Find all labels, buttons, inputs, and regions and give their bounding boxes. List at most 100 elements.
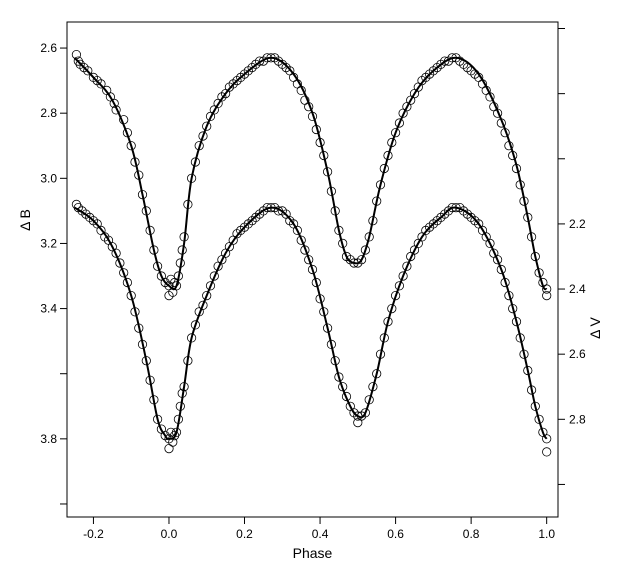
data-point	[266, 203, 276, 213]
data-point	[383, 150, 393, 161]
data-point	[353, 417, 363, 428]
data-point	[153, 414, 163, 424]
x-tick-label: 0.8	[463, 527, 480, 541]
data-point	[519, 196, 529, 206]
fit-curve-right	[74, 206, 548, 441]
y-axis-title-left: Δ B	[17, 209, 33, 231]
data-point	[179, 382, 189, 392]
y-right-tick-label: 2.8	[569, 412, 586, 426]
data-point	[496, 264, 506, 275]
data-point	[319, 307, 329, 317]
data-point	[71, 199, 82, 209]
data-point	[119, 115, 129, 125]
data-point	[530, 401, 540, 411]
data-point	[122, 277, 133, 288]
data-point	[205, 281, 216, 291]
data-point	[217, 92, 227, 102]
data-point	[353, 411, 363, 421]
fit-curve-left	[73, 56, 548, 291]
data-point	[266, 53, 276, 63]
data-point	[368, 216, 378, 226]
series-left-band	[71, 49, 552, 301]
y-right-tick-label: 2.2	[569, 217, 586, 231]
data-point	[255, 56, 265, 66]
data-point	[111, 248, 121, 258]
data-point	[515, 333, 525, 343]
data-point	[372, 196, 382, 206]
data-point	[190, 320, 200, 330]
data-point	[134, 323, 144, 333]
data-point	[390, 290, 401, 301]
data-point	[330, 356, 340, 366]
data-point	[134, 170, 144, 180]
data-point	[179, 232, 189, 242]
data-point	[198, 300, 208, 310]
data-point	[315, 137, 325, 148]
data-point	[304, 102, 314, 112]
data-point	[496, 118, 506, 128]
data-point	[175, 401, 185, 411]
data-point	[492, 255, 503, 265]
data-point	[232, 229, 242, 239]
data-point	[247, 62, 257, 73]
data-point	[119, 268, 129, 278]
data-point	[232, 76, 242, 86]
data-point	[171, 427, 182, 437]
x-tick-label: -0.2	[83, 527, 104, 541]
y-right-tick-label: 2.6	[569, 347, 586, 361]
data-point	[173, 271, 183, 281]
data-point	[379, 333, 389, 343]
data-point	[315, 294, 325, 304]
data-point	[262, 53, 272, 63]
x-tick-label: 0.4	[312, 527, 329, 541]
data-point	[330, 206, 340, 216]
data-point	[334, 372, 344, 382]
data-point	[379, 163, 389, 174]
data-point	[428, 66, 438, 76]
data-point	[440, 56, 450, 66]
data-point	[349, 258, 359, 268]
data-point	[485, 238, 495, 248]
data-point	[398, 271, 408, 281]
data-point	[177, 245, 187, 255]
data-point	[508, 303, 518, 314]
data-point	[149, 395, 159, 405]
data-point	[187, 333, 197, 343]
data-point	[375, 180, 386, 190]
data-point	[296, 85, 306, 96]
data-point	[462, 62, 472, 73]
y-left-tick-label: 3.2	[40, 236, 57, 250]
data-point	[334, 225, 344, 235]
axes-layer: -0.2 0.0 0.2 0.4 0.6 0.8 1.0 2.6 2.8 3.0 3.2 3.4 3.8…	[40, 28, 586, 541]
data-point	[504, 141, 514, 151]
data-point	[273, 206, 284, 216]
data-point	[387, 303, 397, 314]
data-point	[500, 128, 510, 138]
x-tick-label: 0.0	[161, 527, 178, 541]
data-point	[130, 307, 140, 317]
data-point	[194, 141, 204, 151]
data-point	[326, 186, 336, 196]
data-point	[402, 261, 412, 271]
data-layer	[71, 49, 552, 457]
data-point	[141, 206, 151, 216]
data-point	[115, 258, 125, 268]
data-point	[187, 173, 197, 183]
y-left-tick-label: 3.0	[40, 171, 57, 185]
data-point	[202, 121, 212, 131]
data-point	[383, 316, 393, 327]
data-point	[73, 56, 83, 66]
data-point	[111, 105, 121, 115]
data-point	[175, 258, 185, 268]
data-point	[345, 255, 355, 265]
data-point	[526, 385, 537, 395]
data-point	[209, 271, 219, 281]
data-point	[542, 434, 552, 444]
data-point	[360, 245, 370, 255]
data-point	[443, 206, 454, 216]
y-left-tick-label: 2.8	[40, 106, 57, 120]
data-point	[198, 131, 208, 141]
data-point	[166, 274, 176, 284]
data-point	[508, 150, 518, 161]
data-point	[447, 203, 457, 213]
